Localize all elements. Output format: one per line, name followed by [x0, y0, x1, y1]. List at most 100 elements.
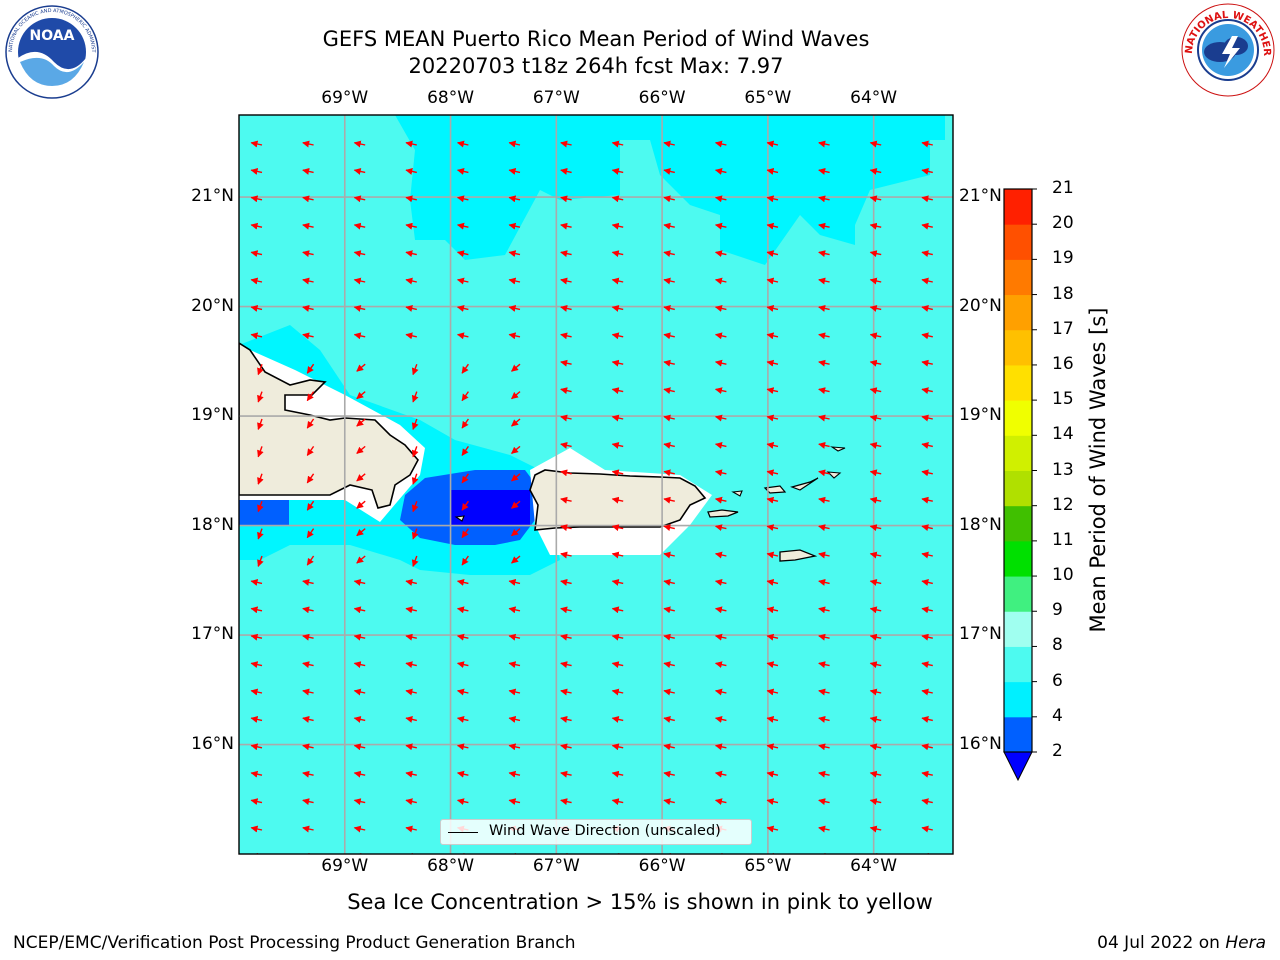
- wave-direction-arrow: [405, 743, 417, 751]
- wave-direction-arrow: [869, 715, 882, 723]
- wave-direction-arrow: [921, 414, 933, 422]
- wave-direction-arrow: [306, 363, 315, 374]
- wave-direction-arrow: [250, 304, 263, 312]
- footer-host: Hera: [1225, 933, 1266, 953]
- wave-direction-arrow: [461, 391, 469, 402]
- colorbar-segment: [1004, 364, 1032, 401]
- colorbar-title: Mean Period of Wind Waves [s]: [1086, 307, 1110, 633]
- wave-direction-arrow: [250, 332, 263, 340]
- wave-direction-arrow: [560, 250, 572, 258]
- wave-direction-arrow: [353, 688, 366, 696]
- wave-direction-arrow: [302, 167, 314, 175]
- wave-direction-arrow: [714, 167, 727, 175]
- wave-direction-arrow: [611, 387, 624, 395]
- wave-direction-arrow: [508, 250, 521, 258]
- wave-direction-arrow: [353, 606, 366, 614]
- wave-direction-arrow: [611, 414, 624, 422]
- colorbar-tick-label: 20: [1052, 213, 1074, 234]
- wave-direction-arrow: [257, 391, 264, 403]
- wave-direction-arrow: [818, 524, 830, 532]
- wave-direction-arrow: [511, 363, 521, 372]
- wave-direction-arrow: [818, 387, 830, 395]
- wave-direction-arrow: [869, 743, 882, 751]
- wave-direction-arrow: [921, 825, 933, 833]
- colorbar-under-triangle: [1003, 751, 1033, 782]
- wave-direction-arrow: [766, 715, 779, 723]
- wave-direction-arrow: [818, 304, 830, 312]
- lon-label-bottom: 69°W: [321, 856, 369, 876]
- wave-direction-arrow: [405, 332, 417, 340]
- wave-direction-arrow: [714, 277, 727, 285]
- wave-direction-arrow: [663, 277, 675, 285]
- wave-direction-arrow: [766, 770, 779, 778]
- colorbar-segment: [1004, 611, 1032, 647]
- wave-direction-arrow: [869, 661, 882, 669]
- wave-direction-arrow: [869, 140, 882, 148]
- wave-direction-arrow: [250, 688, 263, 696]
- wave-direction-arrow: [818, 578, 830, 586]
- wave-direction-arrow: [353, 195, 366, 203]
- wave-direction-arrow: [353, 222, 366, 230]
- lon-label-bottom: 68°W: [427, 856, 475, 876]
- wave-direction-arrow: [302, 743, 314, 751]
- wave-direction-arrow: [766, 578, 779, 586]
- wave-direction-arrow: [921, 441, 933, 449]
- wave-direction-arrow: [766, 469, 779, 477]
- wave-direction-arrow: [250, 578, 263, 586]
- wave-direction-arrow: [461, 445, 469, 456]
- wave-direction-arrow: [257, 446, 264, 458]
- lat-label-left: 18°N: [191, 514, 234, 535]
- wave-direction-arrow: [250, 798, 263, 806]
- wave-direction-arrow: [250, 277, 263, 285]
- wave-direction-arrow: [405, 661, 417, 669]
- wave-direction-arrow: [818, 770, 830, 778]
- wave-direction-arrow: [869, 250, 882, 258]
- wave-direction-arrow: [560, 304, 572, 312]
- wave-direction-arrow: [306, 391, 315, 402]
- lat-label-right: 17°N: [959, 624, 1002, 645]
- wave-direction-arrow: [766, 332, 779, 340]
- wave-direction-arrow: [560, 770, 572, 778]
- wave-direction-arrow: [560, 578, 572, 586]
- wave-direction-arrow: [921, 606, 933, 614]
- wave-direction-arrow: [766, 798, 779, 806]
- wave-direction-arrow: [560, 798, 572, 806]
- colorbar-tick-label: 17: [1052, 318, 1074, 339]
- wave-direction-arrow: [353, 578, 366, 586]
- wave-direction-arrow: [611, 304, 624, 312]
- wave-direction-arrow: [356, 391, 366, 400]
- wave-direction-arrow: [714, 770, 727, 778]
- wave-direction-arrow: [405, 167, 417, 175]
- wave-direction-arrow: [250, 633, 263, 641]
- wave-direction-arrow: [921, 332, 933, 340]
- colorbar-tick-label: 2: [1052, 741, 1063, 761]
- colorbar-tick-label: 15: [1052, 389, 1074, 410]
- wave-direction-arrow: [353, 167, 366, 175]
- wave-direction-arrow: [456, 222, 469, 230]
- colorbar-segment: [1004, 646, 1032, 683]
- wave-direction-arrow: [560, 277, 572, 285]
- wave-direction-arrow: [353, 798, 366, 806]
- wave-direction-arrow: [818, 140, 830, 148]
- wave-direction-arrow: [714, 469, 727, 477]
- wave-direction-arrow: [456, 195, 469, 203]
- wind-wave-arrows: [250, 140, 933, 854]
- noaa-logo: NOAA NATIONAL OCEANIC AND ATMOSPHERIC AD…: [2, 4, 99, 99]
- wave-direction-arrow: [869, 387, 882, 395]
- wave-direction-arrow: [611, 469, 624, 477]
- wave-direction-arrow: [302, 606, 314, 614]
- wave-direction-arrow: [714, 304, 727, 312]
- wave-direction-arrow: [766, 633, 779, 641]
- wave-direction-arrow: [302, 250, 314, 258]
- wave-direction-arrow: [611, 633, 624, 641]
- wave-direction-arrow: [714, 250, 727, 258]
- wave-direction-arrow: [921, 469, 933, 477]
- tortola-island: [790, 477, 819, 491]
- lat-label-left: 21°N: [191, 186, 234, 207]
- wave-direction-arrow: [869, 524, 882, 532]
- wave-direction-arrow: [818, 743, 830, 751]
- wave-direction-arrow: [461, 555, 469, 566]
- wave-direction-arrow: [869, 332, 882, 340]
- lon-label-top: 66°W: [638, 88, 686, 108]
- wave-direction-arrow: [508, 770, 521, 778]
